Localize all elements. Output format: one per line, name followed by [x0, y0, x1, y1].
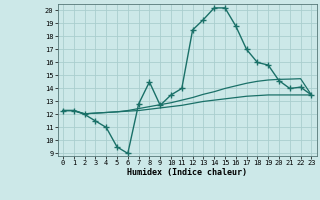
X-axis label: Humidex (Indice chaleur): Humidex (Indice chaleur) [127, 168, 247, 177]
